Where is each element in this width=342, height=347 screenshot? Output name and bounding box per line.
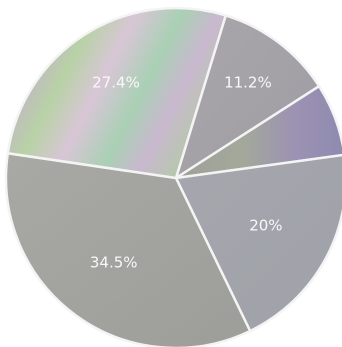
pie-slice-4 [4,151,252,347]
pie-slice-1 [173,13,321,181]
slice-label-4: 34.5% [90,254,138,272]
slice-label-1: 11.2% [224,74,272,92]
slice-label-5: 27.4% [92,74,140,92]
slice-label-3: 20% [249,217,282,235]
pie-slice-2 [175,84,342,180]
pie-slice-5 [6,6,228,180]
pie-slice-3 [174,153,342,333]
